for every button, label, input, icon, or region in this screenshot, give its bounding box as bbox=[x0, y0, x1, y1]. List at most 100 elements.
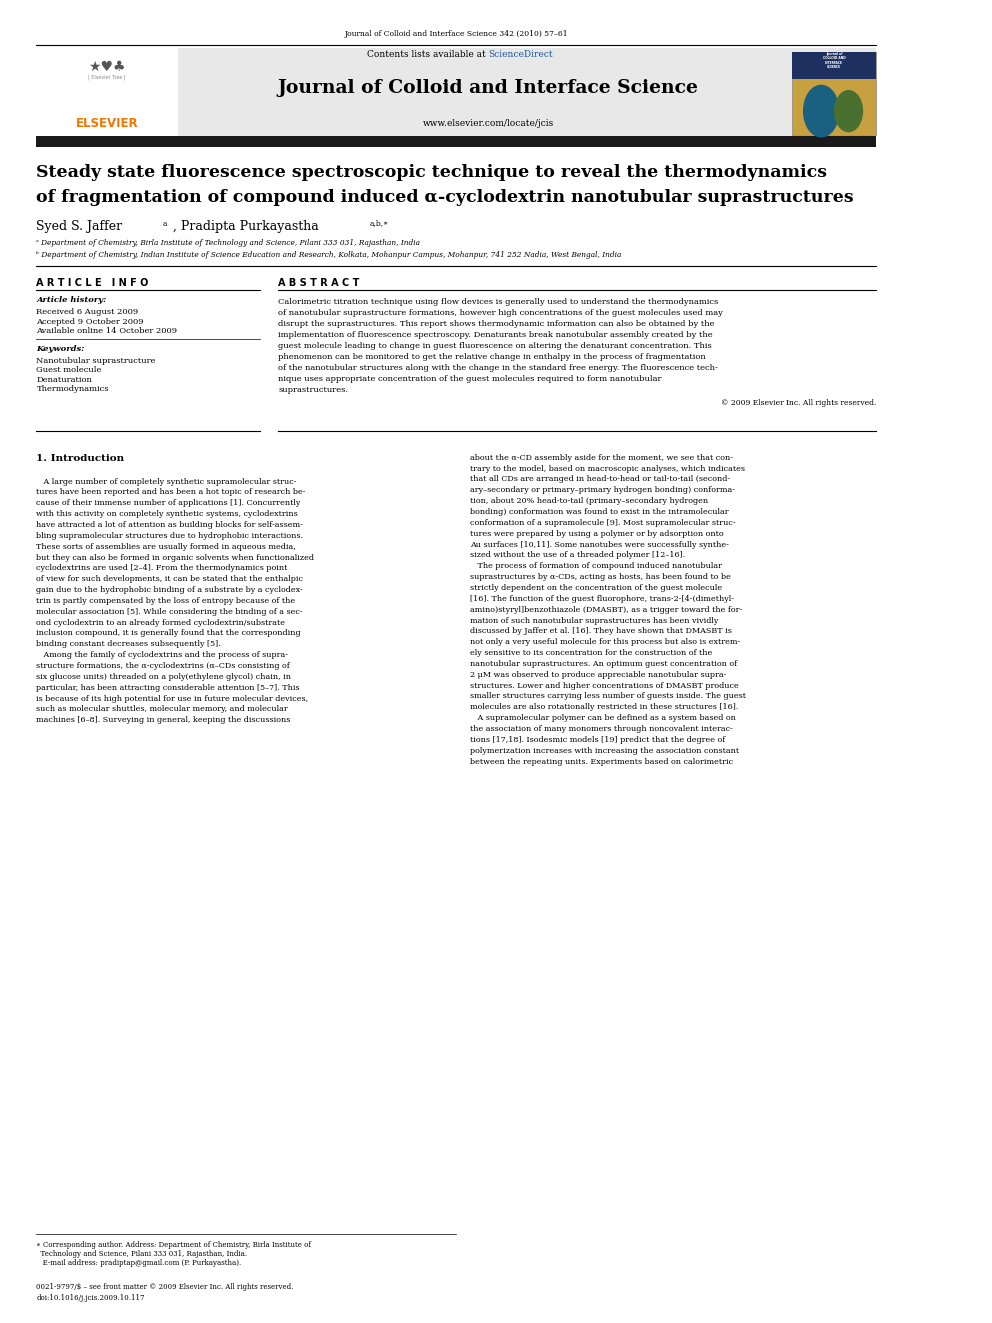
Text: about the α-CD assembly aside for the moment, we see that con-: about the α-CD assembly aside for the mo… bbox=[470, 454, 733, 462]
Text: ∗ Corresponding author. Address: Department of Chemistry, Birla Institute of: ∗ Corresponding author. Address: Departm… bbox=[37, 1241, 311, 1249]
Text: mation of such nanotubular suprastructures has been vividly: mation of such nanotubular suprastructur… bbox=[470, 617, 718, 624]
Text: tures have been reported and has been a hot topic of research be-: tures have been reported and has been a … bbox=[37, 488, 306, 496]
Text: that all CDs are arranged in head-to-head or tail-to-tail (second-: that all CDs are arranged in head-to-hea… bbox=[470, 475, 730, 483]
Text: Guest molecule: Guest molecule bbox=[37, 366, 102, 374]
Text: machines [6–8]. Surveying in general, keeping the discussions: machines [6–8]. Surveying in general, ke… bbox=[37, 716, 291, 724]
Text: Technology and Science, Pilani 333 031, Rajasthan, India.: Technology and Science, Pilani 333 031, … bbox=[37, 1250, 248, 1258]
Text: Journal of Colloid and Interface Science: Journal of Colloid and Interface Science bbox=[278, 79, 698, 98]
Text: www.elsevier.com/locate/jcis: www.elsevier.com/locate/jcis bbox=[423, 119, 554, 128]
Text: sized without the use of a threaded polymer [12–16].: sized without the use of a threaded poly… bbox=[470, 552, 685, 560]
Text: tion, about 20% head-to-tail (primary–secondary hydrogen: tion, about 20% head-to-tail (primary–se… bbox=[470, 497, 708, 505]
Text: molecular association [5]. While considering the binding of a sec-: molecular association [5]. While conside… bbox=[37, 607, 304, 615]
Text: implementation of fluorescence spectroscopy. Denaturants break nanotubular assem: implementation of fluorescence spectrosc… bbox=[279, 331, 713, 339]
Text: ely sensitive to its concentration for the construction of the: ely sensitive to its concentration for t… bbox=[470, 650, 712, 658]
Text: cause of their immense number of applications [1]. Concurrently: cause of their immense number of applica… bbox=[37, 499, 301, 507]
Circle shape bbox=[834, 90, 863, 132]
Text: smaller structures carrying less number of guests inside. The guest: smaller structures carrying less number … bbox=[470, 692, 746, 700]
Text: Among the family of cyclodextrins and the process of supra-: Among the family of cyclodextrins and th… bbox=[37, 651, 289, 659]
Text: ary–secondary or primary–primary hydrogen bonding) conforma-: ary–secondary or primary–primary hydroge… bbox=[470, 487, 735, 495]
Circle shape bbox=[803, 85, 839, 138]
Text: cyclodextrins are used [2–4]. From the thermodynamics point: cyclodextrins are used [2–4]. From the t… bbox=[37, 565, 288, 573]
Text: discussed by Jaffer et al. [16]. They have shown that DMASBT is: discussed by Jaffer et al. [16]. They ha… bbox=[470, 627, 732, 635]
Text: 2 μM was observed to produce appreciable nanotubular supra-: 2 μM was observed to produce appreciable… bbox=[470, 671, 726, 679]
Text: amino)styryl]benzothiazole (DMASBT), as a trigger toward the for-: amino)styryl]benzothiazole (DMASBT), as … bbox=[470, 606, 742, 614]
Text: Contents lists available at: Contents lists available at bbox=[366, 50, 488, 60]
Text: ᵃ Department of Chemistry, Birla Institute of Technology and Science, Pilani 333: ᵃ Department of Chemistry, Birla Institu… bbox=[37, 239, 421, 247]
Text: of the nanotubular structures along with the change in the standard free energy.: of the nanotubular structures along with… bbox=[279, 364, 718, 372]
Text: the association of many monomers through noncovalent interac-: the association of many monomers through… bbox=[470, 725, 733, 733]
Text: a: a bbox=[163, 220, 167, 228]
Text: strictly dependent on the concentration of the guest molecule: strictly dependent on the concentration … bbox=[470, 583, 722, 591]
Text: but they can also be formed in organic solvents when functionalized: but they can also be formed in organic s… bbox=[37, 553, 314, 561]
Text: ELSEVIER: ELSEVIER bbox=[75, 116, 138, 130]
Text: structure formations, the α-cyclodextrins (α–CDs consisting of: structure formations, the α-cyclodextrin… bbox=[37, 662, 291, 669]
Bar bbox=[792, 52, 876, 135]
Text: suprastructures.: suprastructures. bbox=[279, 385, 348, 393]
Text: Steady state fluorescence spectroscopic technique to reveal the thermodynamics: Steady state fluorescence spectroscopic … bbox=[37, 164, 827, 181]
Text: phenomenon can be monitored to get the relative change in enthalpy in the proces: phenomenon can be monitored to get the r… bbox=[279, 352, 706, 361]
Text: 0021-9797/$ – see front matter © 2009 Elsevier Inc. All rights reserved.: 0021-9797/$ – see front matter © 2009 El… bbox=[37, 1283, 294, 1291]
Text: tures were prepared by using a polymer or by adsorption onto: tures were prepared by using a polymer o… bbox=[470, 529, 723, 537]
Text: A large number of completely synthetic supramolecular struc-: A large number of completely synthetic s… bbox=[37, 478, 297, 486]
Text: | Elsevier Tree |: | Elsevier Tree | bbox=[88, 74, 126, 79]
Text: © 2009 Elsevier Inc. All rights reserved.: © 2009 Elsevier Inc. All rights reserved… bbox=[720, 400, 876, 407]
Bar bbox=[37, 136, 876, 147]
Text: ScienceDirect: ScienceDirect bbox=[488, 50, 553, 60]
Text: such as molecular shuttles, molecular memory, and molecular: such as molecular shuttles, molecular me… bbox=[37, 705, 289, 713]
Text: Received 6 August 2009: Received 6 August 2009 bbox=[37, 308, 139, 316]
Text: guest molecule leading to change in guest fluorescence on altering the denaturan: guest molecule leading to change in gues… bbox=[279, 341, 712, 349]
Text: suprastructures by α-CDs, acting as hosts, has been found to be: suprastructures by α-CDs, acting as host… bbox=[470, 573, 731, 581]
Text: bonding) conformation was found to exist in the intramolecular: bonding) conformation was found to exist… bbox=[470, 508, 728, 516]
Text: Thermodynamics: Thermodynamics bbox=[37, 385, 109, 393]
Text: a,b,∗: a,b,∗ bbox=[370, 220, 389, 228]
Text: ᵇ Department of Chemistry, Indian Institute of Science Education and Research, K: ᵇ Department of Chemistry, Indian Instit… bbox=[37, 251, 622, 259]
Text: A R T I C L E   I N F O: A R T I C L E I N F O bbox=[37, 278, 149, 288]
Text: A supramolecular polymer can be defined as a system based on: A supramolecular polymer can be defined … bbox=[470, 714, 736, 722]
Text: particular, has been attracting considerable attention [5–7]. This: particular, has been attracting consider… bbox=[37, 684, 301, 692]
Bar bbox=[792, 52, 876, 79]
Text: between the repeating units. Experiments based on calorimetric: between the repeating units. Experiments… bbox=[470, 758, 733, 766]
Text: , Pradipta Purkayastha: , Pradipta Purkayastha bbox=[174, 220, 319, 233]
Text: nique uses appropriate concentration of the guest molecules required to form nan: nique uses appropriate concentration of … bbox=[279, 374, 662, 382]
Text: 1. Introduction: 1. Introduction bbox=[37, 454, 125, 463]
Text: Accepted 9 October 2009: Accepted 9 October 2009 bbox=[37, 318, 144, 325]
Text: E-mail address: pradiptap@gmail.com (P. Purkayastha).: E-mail address: pradiptap@gmail.com (P. … bbox=[37, 1259, 242, 1267]
Text: bling supramolecular structures due to hydrophobic interactions.: bling supramolecular structures due to h… bbox=[37, 532, 304, 540]
Text: nanotubular suprastructures. An optimum guest concentration of: nanotubular suprastructures. An optimum … bbox=[470, 660, 737, 668]
Text: Journal of Colloid and Interface Science 342 (2010) 57–61: Journal of Colloid and Interface Science… bbox=[344, 30, 568, 38]
Text: A B S T R A C T: A B S T R A C T bbox=[279, 278, 360, 288]
Text: Nanotubular suprastructure: Nanotubular suprastructure bbox=[37, 357, 156, 365]
Text: Syed S. Jaffer: Syed S. Jaffer bbox=[37, 220, 123, 233]
Text: molecules are also rotationally restricted in these structures [16].: molecules are also rotationally restrict… bbox=[470, 704, 738, 712]
Text: Denaturation: Denaturation bbox=[37, 376, 92, 384]
Text: of nanotubular suprastructure formations, however high concentrations of the gue: of nanotubular suprastructure formations… bbox=[279, 308, 723, 316]
Text: have attracted a lot of attention as building blocks for self-assem-: have attracted a lot of attention as bui… bbox=[37, 521, 304, 529]
Text: tions [17,18]. Isodesmic models [19] predict that the degree of: tions [17,18]. Isodesmic models [19] pre… bbox=[470, 736, 725, 744]
Text: not only a very useful molecule for this process but also is extrem-: not only a very useful molecule for this… bbox=[470, 638, 740, 646]
Text: binding constant decreases subsequently [5].: binding constant decreases subsequently … bbox=[37, 640, 221, 648]
Text: Journal of
COLLOID AND
INTERFACE
SCIENCE: Journal of COLLOID AND INTERFACE SCIENCE bbox=[822, 52, 845, 69]
Text: polymerization increases with increasing the association constant: polymerization increases with increasing… bbox=[470, 746, 739, 754]
Text: with this activity on completely synthetic systems, cyclodextrins: with this activity on completely synthet… bbox=[37, 511, 299, 519]
Text: The process of formation of compound induced nanotubular: The process of formation of compound ind… bbox=[470, 562, 722, 570]
Text: Article history:: Article history: bbox=[37, 296, 107, 304]
Text: Au surfaces [10,11]. Some nanotubes were successfully synthe-: Au surfaces [10,11]. Some nanotubes were… bbox=[470, 541, 729, 549]
Text: is because of its high potential for use in future molecular devices,: is because of its high potential for use… bbox=[37, 695, 309, 703]
Text: Calorimetric titration technique using flow devices is generally used to underst: Calorimetric titration technique using f… bbox=[279, 298, 718, 306]
Text: disrupt the suprastructures. This report shows thermodynamic information can als: disrupt the suprastructures. This report… bbox=[279, 320, 715, 328]
Text: ond cyclodextrin to an already formed cyclodextrin/substrate: ond cyclodextrin to an already formed cy… bbox=[37, 619, 286, 627]
Text: structures. Lower and higher concentrations of DMASBT produce: structures. Lower and higher concentrati… bbox=[470, 681, 739, 689]
Text: doi:10.1016/j.jcis.2009.10.117: doi:10.1016/j.jcis.2009.10.117 bbox=[37, 1294, 145, 1302]
Text: six glucose units) threaded on a poly(ethylene glycol) chain, in: six glucose units) threaded on a poly(et… bbox=[37, 673, 292, 681]
Text: conformation of a supramolecule [9]. Most supramolecular struc-: conformation of a supramolecule [9]. Mos… bbox=[470, 519, 735, 527]
Text: gain due to the hydrophobic binding of a substrate by a cyclodex-: gain due to the hydrophobic binding of a… bbox=[37, 586, 304, 594]
Bar bbox=[37, 48, 178, 138]
Text: trary to the model, based on macroscopic analyses, which indicates: trary to the model, based on macroscopic… bbox=[470, 464, 745, 472]
Text: [16]. The function of the guest fluorophore, trans-2-[4-(dimethyl-: [16]. The function of the guest fluoroph… bbox=[470, 595, 734, 603]
Text: of view for such developments, it can be stated that the enthalpic: of view for such developments, it can be… bbox=[37, 576, 304, 583]
Text: trin is partly compensated by the loss of entropy because of the: trin is partly compensated by the loss o… bbox=[37, 597, 296, 605]
Text: ★♥♣: ★♥♣ bbox=[88, 60, 126, 74]
Text: of fragmentation of compound induced α-cyclodextrin nanotubular suprastructures: of fragmentation of compound induced α-c… bbox=[37, 189, 854, 206]
Text: These sorts of assemblies are usually formed in aqueous media,: These sorts of assemblies are usually fo… bbox=[37, 542, 297, 550]
Bar bbox=[37, 48, 876, 138]
